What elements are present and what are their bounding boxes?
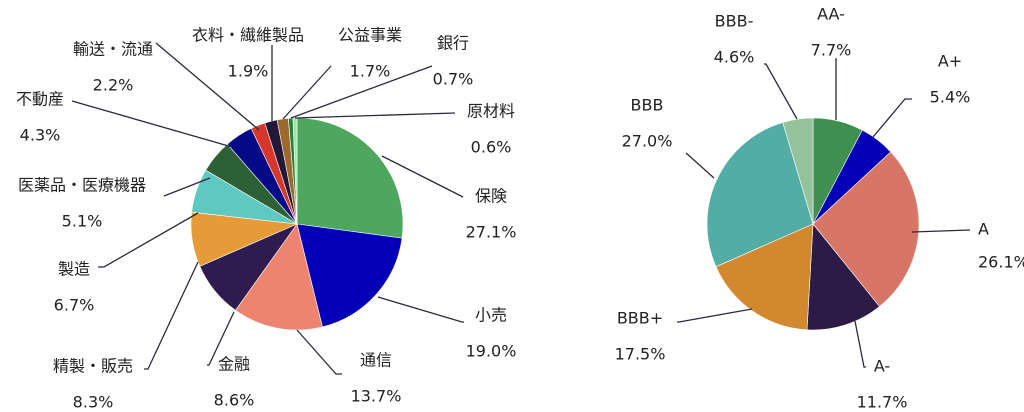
slice-value-label: 8.6%	[214, 391, 255, 410]
slice-value-label: 1.9%	[228, 62, 269, 81]
slice-value-label: 1.7%	[350, 62, 391, 81]
slice-label: 輸送・流通	[73, 40, 153, 59]
leader-line	[854, 320, 866, 368]
leader-line	[835, 58, 837, 120]
leader-line	[377, 296, 464, 323]
slice-label: 精製・販売	[53, 357, 133, 376]
slice-value-label: 7.7%	[811, 41, 852, 60]
leader-line	[685, 152, 715, 179]
pie-slice	[806, 223, 880, 331]
leader-line	[911, 229, 971, 233]
leader-line	[144, 261, 199, 370]
slice-value-label: 2.2%	[93, 76, 134, 95]
rating-pie-chart: AA- 7.7% A+ 5.4% A 26.1% A- 11.7% BBB+ 17.5% BBB 27…	[615, 5, 1024, 412]
slice-value-label: 0.7%	[433, 70, 474, 89]
pie-slice	[235, 223, 323, 331]
slice-label: A	[978, 220, 989, 239]
leader-line	[764, 63, 798, 120]
slice-label: 通信	[360, 351, 392, 370]
leader-line	[98, 212, 199, 268]
slice-label: BBB+	[617, 309, 663, 328]
slice-label: A+	[938, 52, 962, 71]
pie-slice	[296, 223, 403, 328]
pie-slice	[715, 223, 814, 331]
slice-value-label: 5.1%	[62, 212, 103, 231]
leader-line	[207, 311, 235, 366]
slice-label: 医薬品・医療機器	[18, 176, 146, 195]
slice-label: 公益事業	[338, 26, 402, 45]
slice-value-label: 27.1%	[466, 223, 517, 242]
slice-value-label: 13.7%	[351, 387, 402, 406]
slice-value-label: 8.3%	[73, 393, 114, 412]
slice-label: 不動産	[16, 90, 64, 109]
slice-value-label: 19.0%	[466, 342, 517, 361]
slice-value-label: 17.5%	[615, 345, 666, 364]
slice-label: AA-	[817, 5, 845, 24]
leader-line	[163, 177, 211, 197]
pie-slice	[296, 117, 404, 239]
slice-value-label: 4.3%	[20, 126, 61, 145]
slice-label: BBB	[631, 96, 664, 115]
leader-line	[677, 308, 753, 323]
leader-line	[155, 42, 260, 131]
slice-label: 製造	[58, 260, 90, 279]
slice-value-label: 11.7%	[857, 393, 908, 412]
slice-label: 原材料	[467, 102, 515, 121]
leader-line	[294, 112, 456, 119]
slice-label: 銀行	[437, 34, 469, 53]
leader-line	[71, 100, 233, 148]
slice-label: 保険	[475, 187, 507, 206]
slice-label: A-	[874, 357, 890, 376]
leader-line	[296, 329, 342, 375]
leader-line	[290, 65, 433, 119]
slice-value-label: 27.0%	[622, 132, 673, 151]
pie-slice	[782, 117, 814, 225]
slice-value-label: 4.6%	[714, 48, 755, 67]
leader-line	[381, 155, 464, 198]
slice-label: 金融	[218, 355, 250, 374]
slice-value-label: 5.4%	[930, 88, 971, 107]
leader-line	[282, 65, 332, 120]
slice-value-label: 0.6%	[471, 138, 512, 157]
slice-label: 衣料・繊維製品	[192, 26, 304, 45]
pie-slice	[706, 122, 814, 268]
sector-pie-chart: 保険 27.1% 小売 19.0% 通信 13.7% 金融 8.6% 精製・販売 8.3% 製造 6.…	[16, 26, 516, 412]
slice-label: 小売	[475, 306, 507, 325]
slice-value-label: 26.1%	[978, 253, 1024, 272]
slice-label: BBB-	[715, 12, 754, 31]
leader-line	[872, 98, 912, 138]
slice-value-label: 6.7%	[54, 296, 95, 315]
